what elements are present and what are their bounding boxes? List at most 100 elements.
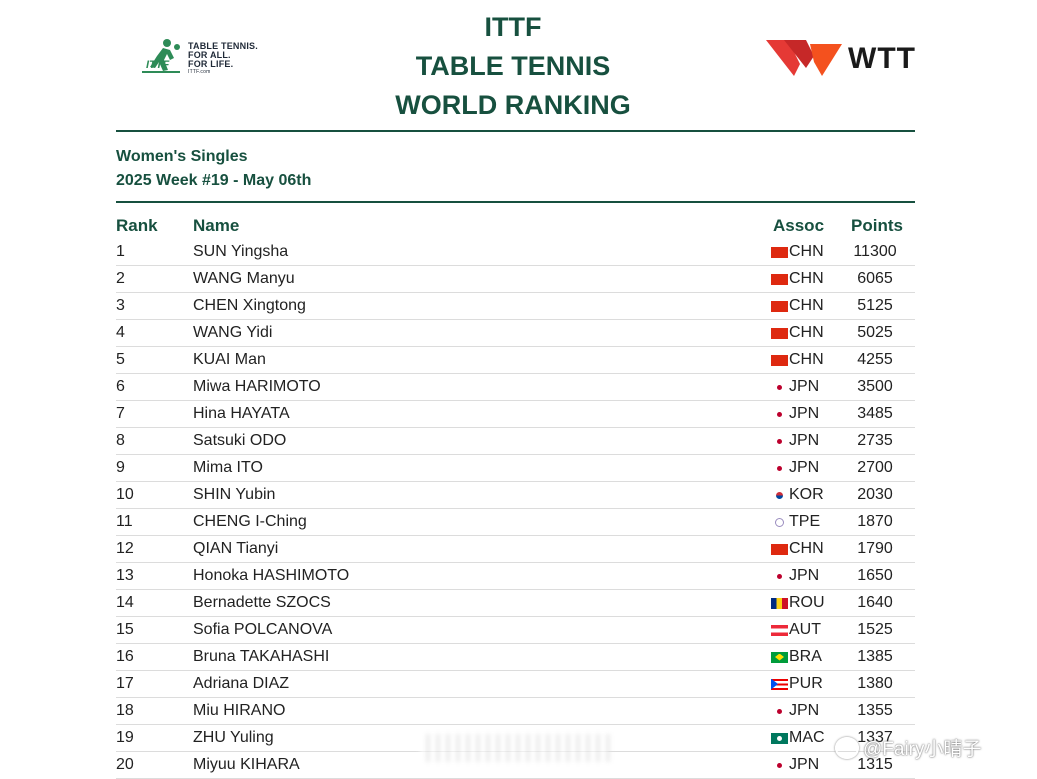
assoc-code: CHN xyxy=(789,243,824,260)
rank-cell: 5 xyxy=(116,351,125,368)
points-cell: 1385 xyxy=(857,648,893,665)
assoc-code: CHN xyxy=(789,351,824,368)
rank-cell: 6 xyxy=(116,378,125,395)
points-cell: 5025 xyxy=(857,324,893,341)
blurred-overlay xyxy=(420,734,610,762)
player-name: Bernadette SZOCS xyxy=(193,594,331,611)
puerto-rico-flag-icon xyxy=(771,678,788,690)
assoc-cell: JPN xyxy=(771,405,819,423)
points-cell: 1355 xyxy=(857,702,893,719)
table-row: 14 Bernadette SZOCS ROU 1640 xyxy=(116,590,915,617)
wtt-logo: WTT xyxy=(766,40,922,80)
austria-flag-icon xyxy=(771,624,788,636)
player-name: Mima ITO xyxy=(193,459,263,476)
points-cell: 2735 xyxy=(857,432,893,449)
assoc-cell: BRA xyxy=(771,648,822,666)
rank-cell: 15 xyxy=(116,621,134,638)
japan-flag-icon xyxy=(771,435,788,447)
table-row: 11 CHENG I-Ching TPE 1870 xyxy=(116,509,915,536)
player-name: Adriana DIAZ xyxy=(193,675,290,692)
player-name: Miyuu KIHARA xyxy=(193,756,300,773)
page-title: ITTF TABLE TENNIS WORLD RANKING xyxy=(360,8,666,125)
points-cell: 3485 xyxy=(857,405,893,422)
japan-flag-icon xyxy=(771,705,788,717)
assoc-code: JPN xyxy=(789,702,820,719)
china-flag-icon xyxy=(771,273,788,285)
rank-cell: 7 xyxy=(116,405,125,422)
table-row: 6 Miwa HARIMOTO JPN 3500 xyxy=(116,374,915,401)
assoc-code: JPN xyxy=(789,378,820,395)
assoc-cell: AUT xyxy=(771,621,821,639)
player-name: KUAI Man xyxy=(193,351,266,368)
assoc-code: JPN xyxy=(789,432,820,449)
assoc-code: PUR xyxy=(789,675,823,692)
macao-flag-icon xyxy=(771,732,788,744)
player-name: CHENG I-Ching xyxy=(193,513,307,530)
rank-cell: 12 xyxy=(116,540,134,557)
assoc-code: CHN xyxy=(789,297,824,314)
table-row: 16 Bruna TAKAHASHI BRA 1385 xyxy=(116,644,915,671)
points-cell: 1640 xyxy=(857,594,893,611)
table-row: 10 SHIN Yubin KOR 2030 xyxy=(116,482,915,509)
assoc-code: CHN xyxy=(789,324,824,341)
ranking-table: 1 SUN Yingsha CHN 11300 2 WANG Manyu CHN 6065 … xyxy=(116,239,915,779)
player-name: WANG Manyu xyxy=(193,270,295,287)
ittf-player-icon: ITTF xyxy=(142,39,180,73)
assoc-cell: CHN xyxy=(771,324,824,342)
header-rank: Rank xyxy=(116,216,158,235)
ittf-tagline-line: TABLE TENNIS. xyxy=(188,41,258,51)
rank-cell: 3 xyxy=(116,297,125,314)
points-cell: 11300 xyxy=(853,243,897,260)
rank-cell: 1 xyxy=(116,243,125,260)
table-row: 13 Honoka HASHIMOTO JPN 1650 xyxy=(116,563,915,590)
points-cell: 1790 xyxy=(857,540,893,557)
assoc-code: JPN xyxy=(789,756,820,773)
rank-cell: 8 xyxy=(116,432,125,449)
ittf-url: ITTF.com xyxy=(188,69,211,75)
weibo-icon xyxy=(835,736,859,759)
player-name: Miwa HARIMOTO xyxy=(193,378,321,395)
rank-cell: 20 xyxy=(116,756,134,773)
ranking-subtitle: Women's Singles 2025 Week #19 - May 06th xyxy=(116,145,311,193)
player-name: QIAN Tianyi xyxy=(193,540,279,557)
table-row: 1 SUN Yingsha CHN 11300 xyxy=(116,239,915,266)
china-flag-icon xyxy=(771,300,788,312)
points-cell: 1315 xyxy=(857,756,893,773)
japan-flag-icon xyxy=(771,381,788,393)
title-line-ittf: ITTF xyxy=(484,12,542,42)
japan-flag-icon xyxy=(771,462,788,474)
assoc-cell: JPN xyxy=(771,702,819,720)
assoc-cell: JPN xyxy=(771,378,819,396)
assoc-code: ROU xyxy=(789,594,825,611)
player-name: Satsuki ODO xyxy=(193,432,287,449)
assoc-code: BRA xyxy=(789,648,822,665)
points-cell: 1870 xyxy=(857,513,893,530)
assoc-code: KOR xyxy=(789,486,824,503)
assoc-cell: CHN xyxy=(771,351,824,369)
player-name: Bruna TAKAHASHI xyxy=(193,648,330,665)
assoc-cell: JPN xyxy=(771,432,819,450)
assoc-cell: JPN xyxy=(771,567,819,585)
table-row: 8 Satsuki ODO JPN 2735 xyxy=(116,428,915,455)
brazil-flag-icon xyxy=(771,651,788,663)
assoc-code: TPE xyxy=(789,513,821,530)
rank-cell: 19 xyxy=(116,729,134,746)
chinese-taipei-flag-icon xyxy=(771,516,788,528)
rank-cell: 18 xyxy=(116,702,134,719)
korea-flag-icon xyxy=(771,489,788,501)
assoc-cell: JPN xyxy=(771,756,819,774)
rank-cell: 11 xyxy=(116,513,133,530)
header-name: Name xyxy=(193,216,240,235)
event-name: Women's Singles xyxy=(116,148,248,165)
svg-text:ITTF: ITTF xyxy=(146,59,169,71)
ittf-tagline-line: FOR LIFE. xyxy=(188,59,234,69)
rank-cell: 13 xyxy=(116,567,134,584)
table-row: 15 Sofia POLCANOVA AUT 1525 xyxy=(116,617,915,644)
assoc-code: JPN xyxy=(789,405,820,422)
rank-cell: 9 xyxy=(116,459,125,476)
china-flag-icon xyxy=(771,327,788,339)
assoc-cell: PUR xyxy=(771,675,823,693)
points-cell: 1650 xyxy=(857,567,893,584)
points-cell: 2700 xyxy=(857,459,893,476)
assoc-cell: CHN xyxy=(771,243,824,261)
